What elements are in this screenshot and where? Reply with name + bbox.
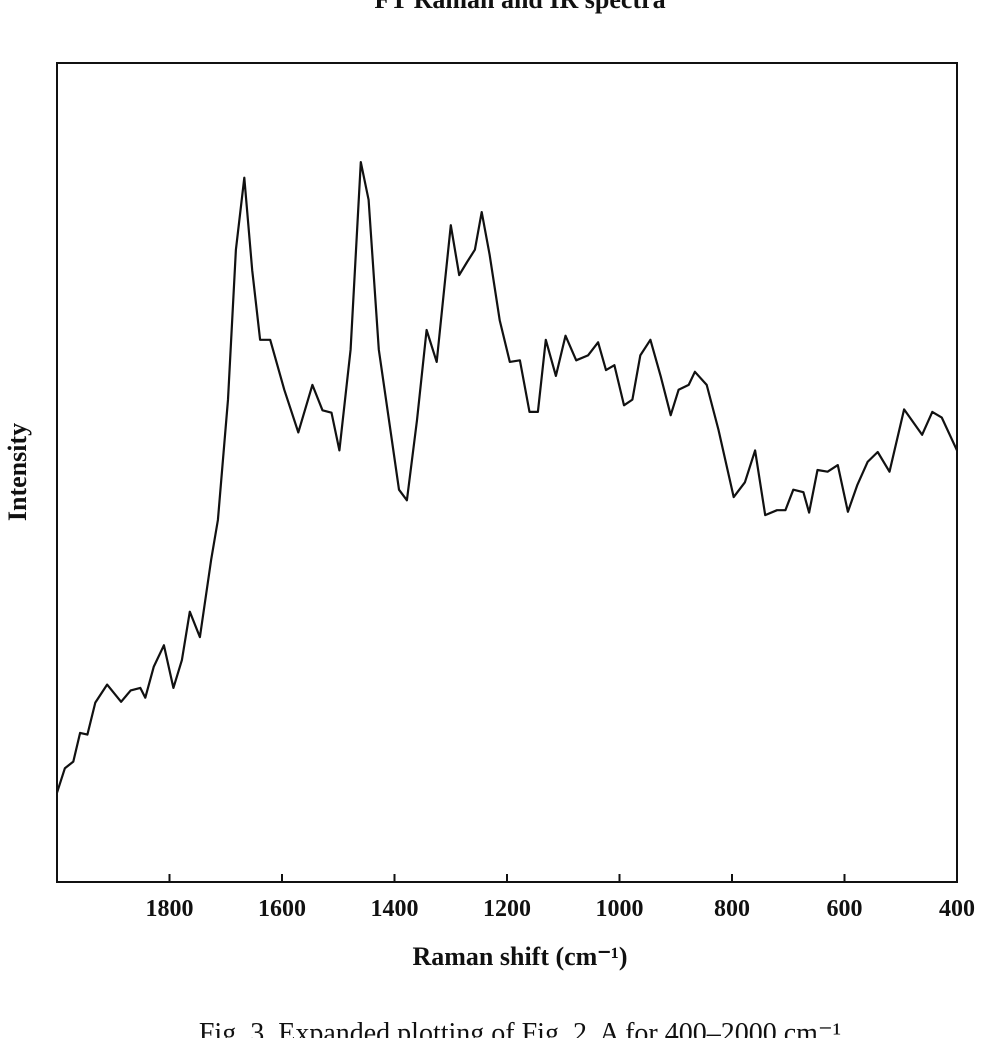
x-tick-label: 1000	[596, 896, 644, 922]
x-tick-label: 1400	[371, 896, 419, 922]
x-tick-label: 400	[939, 896, 975, 922]
plot-frame	[56, 62, 958, 883]
spectrum-line	[55, 161, 958, 794]
x-tick-label: 1600	[258, 896, 306, 922]
y-axis-label: Intensity	[3, 423, 32, 521]
x-axis-label: Raman shift (cm⁻¹)	[412, 942, 627, 971]
chart-title: FT Raman and IR spectra	[374, 0, 665, 14]
caption: Fig. 3. Expanded plotting of Fig. 2, A f…	[199, 1018, 841, 1038]
x-tick-label: 1800	[146, 896, 194, 922]
x-tick-label: 600	[827, 896, 863, 922]
x-tick-label: 1200	[483, 896, 531, 922]
x-tick-label: 800	[714, 896, 750, 922]
